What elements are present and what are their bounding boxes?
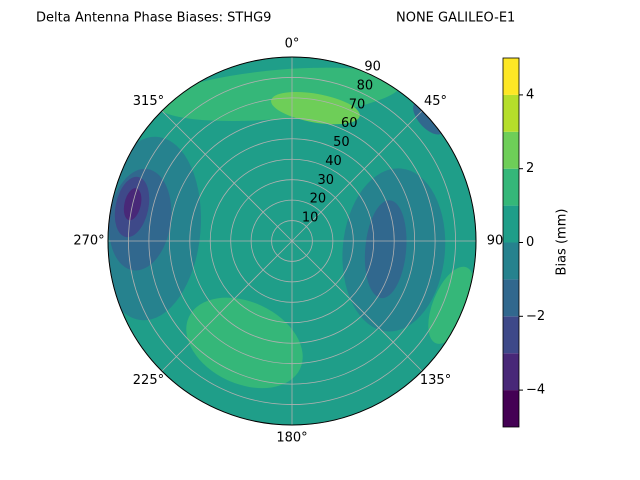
r-tick-label: 20	[310, 192, 327, 207]
colorbar-tick-label: −4	[526, 383, 545, 398]
angular-grid-line	[291, 240, 423, 372]
r-tick-label: 60	[341, 116, 358, 131]
r-tick-label: 30	[317, 173, 334, 188]
theta-tick-label: 225°	[133, 373, 164, 388]
colorbar-band	[503, 131, 519, 169]
theta-tick-label: 180°	[276, 431, 307, 446]
r-tick-label: 90	[364, 60, 381, 75]
angular-grid-line	[291, 110, 423, 242]
colorbar-band	[503, 316, 519, 354]
colorbar-band	[503, 353, 519, 391]
theta-tick-label: 45°	[424, 94, 447, 109]
contour-region	[428, 266, 475, 344]
colorbar-band	[503, 94, 519, 132]
colorbar-band	[503, 205, 519, 243]
colorbar-band	[503, 168, 519, 206]
theta-tick-label: 270°	[73, 234, 104, 249]
contour-region	[271, 92, 360, 125]
r-tick-label: 80	[357, 78, 374, 93]
colorbar-tick-label: 0	[526, 235, 534, 250]
r-tick-label: 50	[333, 135, 350, 150]
colorbar-band	[503, 390, 519, 427]
colorbar-band	[503, 279, 519, 317]
theta-tick-label: 315°	[133, 94, 164, 109]
angular-grid-line	[161, 110, 293, 242]
colorbar-band	[503, 242, 519, 280]
theta-tick-label: 0°	[285, 37, 300, 52]
polar-frame	[107, 56, 477, 426]
theta-tick-label: 90	[487, 234, 504, 249]
r-tick-label: 10	[302, 211, 319, 226]
colorbar-band	[503, 58, 519, 95]
contour-region	[364, 200, 407, 299]
angular-grid-line	[161, 240, 293, 372]
colorbar-tick-label: −2	[526, 309, 545, 324]
colorbar-tick-label: 4	[526, 87, 534, 102]
colorbar-label: Bias (mm)	[555, 209, 570, 276]
chart-title: Delta Antenna Phase Biases: STHG9	[36, 11, 271, 26]
chart-subtitle: NONE GALILEO-E1	[396, 11, 515, 26]
r-tick-label: 70	[349, 97, 366, 112]
r-tick-label: 40	[325, 154, 342, 169]
colorbar-tick-label: 2	[526, 161, 534, 176]
polar-grid	[107, 56, 477, 426]
theta-tick-label: 135°	[420, 373, 451, 388]
